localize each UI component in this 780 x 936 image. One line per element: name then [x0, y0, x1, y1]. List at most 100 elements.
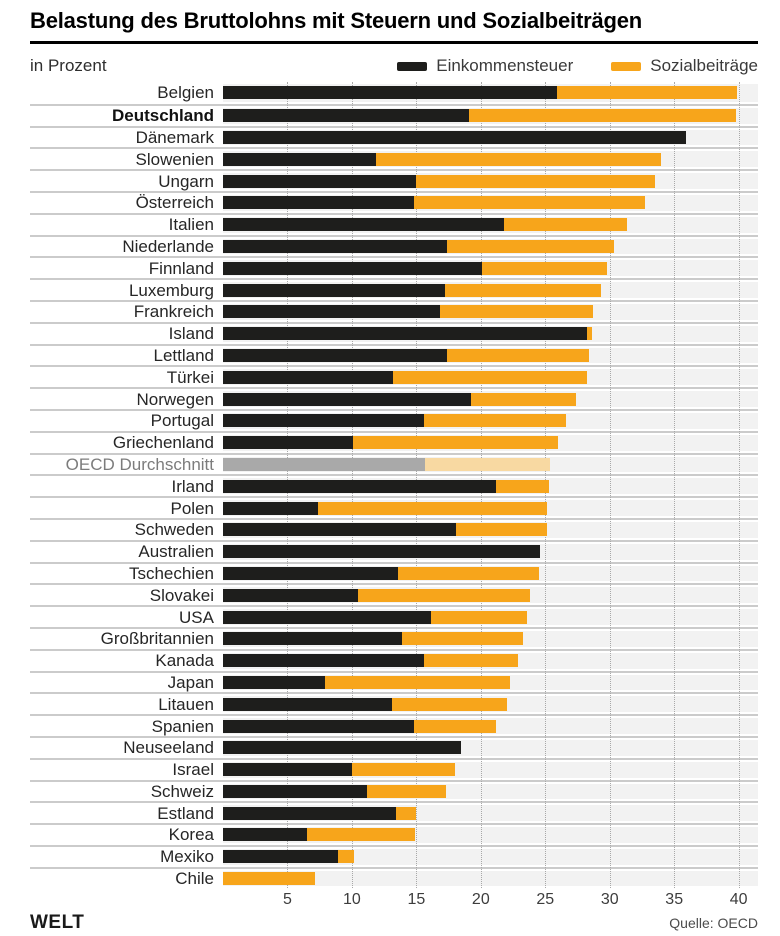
row-track — [223, 848, 758, 865]
bar-row: Deutschland — [30, 103, 758, 126]
bar-area — [223, 324, 758, 344]
country-label: Tschechien — [128, 563, 214, 583]
social-contributions-bar — [318, 501, 547, 515]
social-contributions-bar — [447, 348, 590, 362]
country-label: Griechenland — [112, 433, 214, 453]
income-tax-bar — [223, 784, 368, 798]
country-label: Finnland — [148, 258, 214, 278]
income-tax-bar — [223, 436, 354, 450]
country-label: Lettland — [153, 345, 215, 365]
country-label: Estland — [157, 803, 214, 823]
bar-row: Österreich — [30, 190, 758, 213]
bar-area — [223, 738, 758, 758]
social-contributions-bar — [395, 806, 417, 820]
income-tax-bar — [223, 414, 425, 428]
bar-row: Dänemark — [30, 125, 758, 148]
country-label: Polen — [170, 498, 214, 518]
bar-area — [223, 803, 758, 823]
social-contributions-bar — [306, 828, 416, 842]
income-tax-bar — [223, 283, 445, 297]
bar-row: Griechenland — [30, 430, 758, 453]
bar-row: Island — [30, 321, 758, 344]
bar-row: Australien — [30, 539, 758, 562]
bar-row: Schweden — [30, 517, 758, 540]
bar-row: Belgien — [30, 82, 758, 104]
x-axis-tick-label: 20 — [471, 891, 490, 909]
country-label: Korea — [168, 825, 214, 845]
social-contributions-bar — [223, 872, 315, 886]
social-contributions-bar — [351, 763, 456, 777]
x-axis-tick-label: 10 — [343, 891, 361, 909]
bar-area — [223, 82, 758, 104]
bar-area — [223, 237, 758, 257]
social-contributions-bar — [456, 523, 547, 537]
income-tax-bar — [223, 130, 686, 144]
social-contributions-bar — [444, 283, 601, 297]
legend-item-einkommensteuer: Einkommensteuer — [397, 56, 573, 76]
bar-area — [223, 825, 758, 845]
country-label: Portugal — [150, 411, 214, 431]
bar-row: USA — [30, 605, 758, 627]
country-label: Italien — [168, 215, 214, 235]
country-label: Belgien — [157, 83, 214, 103]
bar-row: Estland — [30, 801, 758, 823]
income-tax-bar — [223, 588, 359, 602]
income-tax-bar — [223, 348, 448, 362]
bar-row: Polen — [30, 496, 758, 518]
country-label: Slovakei — [149, 585, 214, 605]
income-tax-bar — [223, 697, 392, 711]
bar-row: Slovakei — [30, 583, 758, 605]
country-label: Slowenien — [135, 149, 214, 169]
bar-area — [223, 193, 758, 213]
country-label: Schweiz — [150, 781, 214, 801]
social-contributions-bar — [376, 152, 662, 166]
country-label: Norwegen — [136, 389, 215, 409]
income-tax-bar — [223, 174, 417, 188]
country-label: Niederlande — [122, 236, 214, 256]
bar-row: Norwegen — [30, 387, 758, 409]
bar-area — [223, 106, 758, 126]
social-contributions-bar — [504, 218, 627, 232]
social-contributions-bar — [470, 392, 577, 406]
bar-row: Tschechien — [30, 561, 758, 584]
social-contributions-bar — [416, 174, 655, 188]
income-tax-bar — [223, 675, 325, 689]
income-tax-bar — [223, 719, 414, 733]
social-contributions-bar — [424, 654, 519, 668]
bar-row: Italien — [30, 212, 758, 235]
bar-area — [223, 607, 758, 627]
bar-area — [223, 520, 758, 540]
social-contributions-bar — [413, 719, 497, 733]
income-tax-bar — [223, 370, 394, 384]
bar-area — [223, 629, 758, 649]
bar-row: Niederlande — [30, 234, 758, 257]
social-contributions-bar — [358, 588, 530, 602]
row-track — [223, 870, 758, 887]
bar-area — [223, 171, 758, 191]
country-label: Litauen — [158, 694, 214, 714]
country-label: Türkei — [166, 367, 214, 387]
stacked-bar-chart: Belgien Deutschland Dänemark Slowenien Ungar… — [30, 82, 758, 889]
bar-row: Schweiz — [30, 779, 758, 802]
income-tax-bar — [223, 850, 338, 864]
country-label: Neuseeland — [123, 738, 214, 758]
bar-area — [223, 215, 758, 235]
bar-row: Spanien — [30, 714, 758, 736]
income-tax-bar — [223, 109, 470, 123]
bar-row: Japan — [30, 670, 758, 693]
bar-row: Kanada — [30, 648, 758, 671]
social-contributions-bar — [439, 305, 593, 319]
bar-area — [223, 673, 758, 693]
income-tax-bar — [223, 632, 403, 646]
legend-swatch-einkommensteuer-icon — [397, 61, 428, 71]
bar-area — [223, 302, 758, 322]
x-axis-tick-label: 25 — [536, 891, 555, 909]
social-contributions-bar — [398, 566, 539, 580]
income-tax-bar — [223, 610, 431, 624]
income-tax-bar — [223, 763, 352, 777]
country-label: Israel — [172, 760, 214, 780]
country-label: Chile — [175, 869, 214, 889]
bar-row: Chile — [30, 866, 758, 889]
bar-area — [223, 280, 758, 300]
